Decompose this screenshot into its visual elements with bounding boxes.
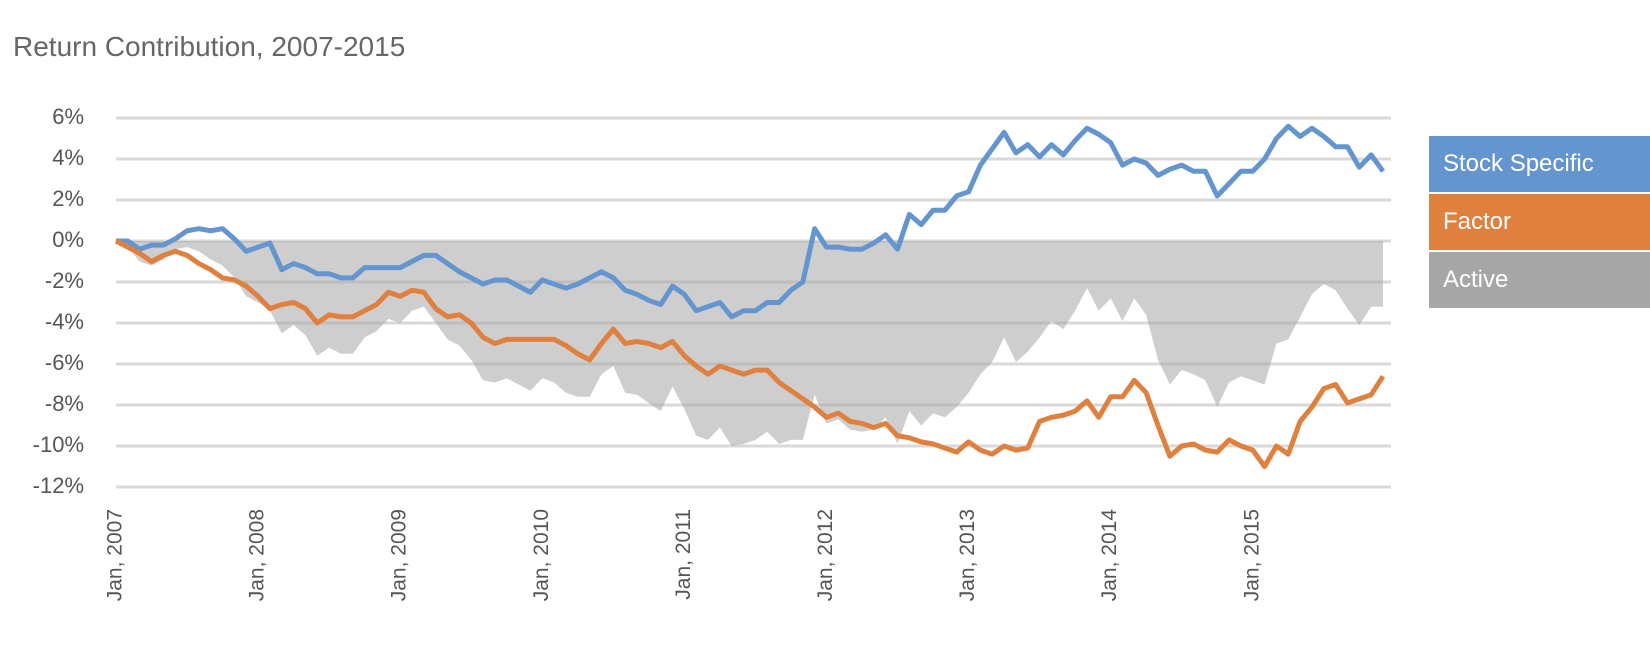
x-tick-label: Jan, 2010 [530, 509, 553, 601]
area [116, 241, 1383, 446]
y-tick-label: -12% [33, 473, 84, 498]
x-tick-label: Jan, 2012 [814, 509, 837, 601]
line [114, 238, 1386, 469]
x-tick-label: Jan, 2011 [672, 509, 695, 600]
legend-item: Factor [1429, 194, 1650, 250]
line [116, 123, 1386, 320]
y-tick-label: -10% [33, 432, 84, 457]
legend-item: Active [1429, 252, 1650, 308]
y-tick-label: 2% [52, 186, 84, 211]
y-tick-label: -8% [45, 391, 84, 416]
x-tick-label: Jan, 2014 [1098, 509, 1121, 602]
x-tick-label: Jan, 2009 [388, 509, 411, 601]
y-tick-label: 0% [52, 227, 84, 252]
y-tick-label: -2% [45, 268, 84, 293]
y-tick-label: -6% [45, 350, 84, 375]
y-tick-label: 6% [52, 104, 84, 129]
y-tick-label: -4% [45, 309, 84, 334]
x-tick-label: Jan, 2015 [1240, 509, 1263, 601]
x-tick-label: Jan, 2008 [246, 509, 269, 601]
chart-title: Return Contribution, 2007-2015 [13, 31, 405, 62]
legend: Stock Specific Factor Active [1429, 136, 1650, 310]
legend-item: Stock Specific [1429, 136, 1650, 192]
y-tick-label: 4% [52, 145, 84, 170]
x-tick-label: Jan, 2013 [956, 509, 979, 601]
x-tick-label: Jan, 2007 [104, 509, 127, 601]
